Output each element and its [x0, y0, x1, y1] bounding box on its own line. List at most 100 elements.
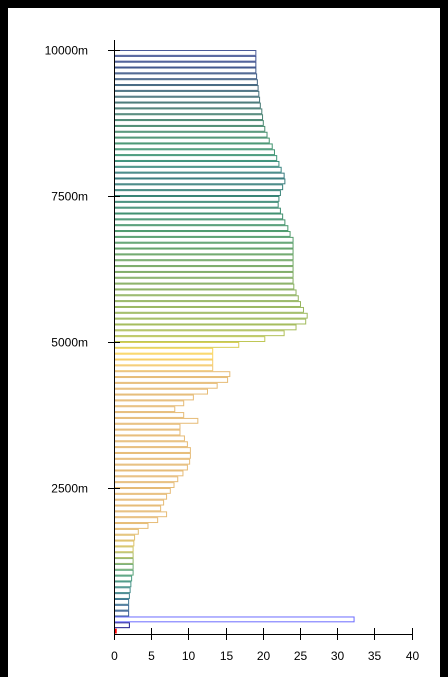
altitude-bar [114, 347, 214, 354]
altitude-bar [114, 622, 130, 629]
altitude-bar [114, 482, 175, 489]
altitude-bar [114, 236, 294, 243]
altitude-bar [114, 476, 179, 483]
altitude-bar [114, 137, 270, 144]
altitude-bar [114, 155, 278, 161]
altitude-bar [114, 254, 294, 261]
altitude-bar [114, 172, 285, 179]
x-tick-label: 25 [294, 649, 308, 663]
altitude-bar [114, 330, 285, 337]
x-tick-label: 5 [148, 649, 155, 663]
altitude-bar [114, 377, 229, 383]
altitude-bar [114, 61, 257, 68]
altitude-bar [114, 166, 282, 173]
altitude-bar [114, 301, 301, 307]
altitude-bar [114, 342, 240, 348]
altitude-bar [114, 523, 149, 529]
altitude-bar [114, 213, 284, 220]
altitude-bar [114, 266, 294, 272]
altitude-bar [114, 242, 294, 249]
altitude-bar [114, 277, 294, 284]
altitude-bar [114, 610, 130, 617]
y-tick-label: 2500m [51, 482, 88, 496]
altitude-bar [114, 248, 294, 255]
altitude-bar [114, 271, 294, 278]
altitude-bar [114, 540, 135, 547]
altitude-bar [114, 85, 259, 91]
altitude-bar [114, 131, 268, 138]
altitude-bar [114, 552, 134, 559]
altitude-bar [114, 528, 139, 535]
altitude-bar [114, 423, 181, 430]
altitude-bar [114, 219, 286, 226]
altitude-bar [114, 470, 184, 477]
altitude-bar [114, 441, 188, 448]
altitude-bar [114, 593, 130, 599]
altitude-bar [114, 575, 133, 582]
altitude-bar [114, 125, 266, 132]
altitude-bar [114, 458, 191, 465]
altitude-bar [114, 464, 188, 471]
axes-group [114, 40, 413, 635]
y-axis-ticks: 2500m 5000m 7500m 10000m [45, 44, 120, 496]
altitude-bar [114, 563, 134, 570]
altitude-bar [114, 499, 165, 506]
altitude-bar [114, 359, 214, 366]
altitude-bar [114, 598, 130, 605]
altitude-bar [114, 55, 257, 62]
altitude-bar [114, 353, 214, 360]
altitude-bar [114, 178, 286, 185]
altitude-bar [114, 207, 281, 214]
altitude-bar [114, 447, 191, 453]
altitude-bar [114, 295, 299, 302]
x-tick-label: 20 [257, 649, 271, 663]
altitude-bar [114, 534, 136, 541]
altitude-bar [114, 365, 214, 372]
altitude-bar [114, 371, 231, 378]
altitude-bar [114, 493, 168, 500]
x-tick-label: 30 [331, 649, 345, 663]
altitude-bar [114, 201, 279, 208]
altitude-bar [114, 160, 280, 167]
altitude-bar [114, 452, 191, 459]
x-tick-label: 10 [182, 649, 196, 663]
altitude-bar [114, 184, 284, 191]
altitude-bar [114, 406, 176, 413]
altitude-bar [114, 102, 261, 109]
altitude-bar [114, 616, 355, 623]
altitude-bar [114, 143, 273, 150]
altitude-bar [114, 283, 295, 290]
altitude-bar [114, 388, 208, 395]
x-tick-label: 40 [406, 649, 420, 663]
altitude-bar [114, 231, 291, 237]
altitude-bar [114, 394, 194, 401]
altitude-bar [114, 417, 199, 424]
altitude-bar [114, 67, 257, 74]
chart-panel: 2500m 5000m 7500m 10000m 0 5 10 15 20 25 30 35 40 [8, 8, 440, 677]
altitude-bar [114, 324, 297, 331]
x-tick-label: 0 [111, 649, 118, 663]
altitude-bar [114, 336, 266, 343]
altitude-bar [114, 108, 263, 115]
y-tick-label: 7500m [51, 190, 88, 204]
altitude-bar [114, 196, 280, 202]
altitude-bar [114, 289, 297, 296]
x-axis-ticks: 0 5 10 15 20 25 30 35 40 [111, 628, 419, 663]
altitude-bar [114, 517, 159, 524]
altitude-bar [114, 120, 264, 126]
altitude-bar [114, 318, 307, 325]
altitude-bar [114, 382, 218, 389]
altitude-bar [114, 306, 304, 313]
altitude-bar [114, 96, 261, 103]
altitude-bar [114, 190, 281, 197]
altitude-bar [114, 546, 134, 553]
altitude-bar [114, 569, 134, 576]
altitude-bar [114, 412, 185, 418]
altitude-bar [114, 260, 294, 267]
altitude-bar [114, 488, 171, 494]
altitude-bar [114, 225, 289, 232]
altitude-bar [114, 400, 185, 407]
altitude-bar [114, 581, 132, 588]
altitude-bar [114, 90, 260, 97]
altitude-bar [114, 114, 264, 121]
